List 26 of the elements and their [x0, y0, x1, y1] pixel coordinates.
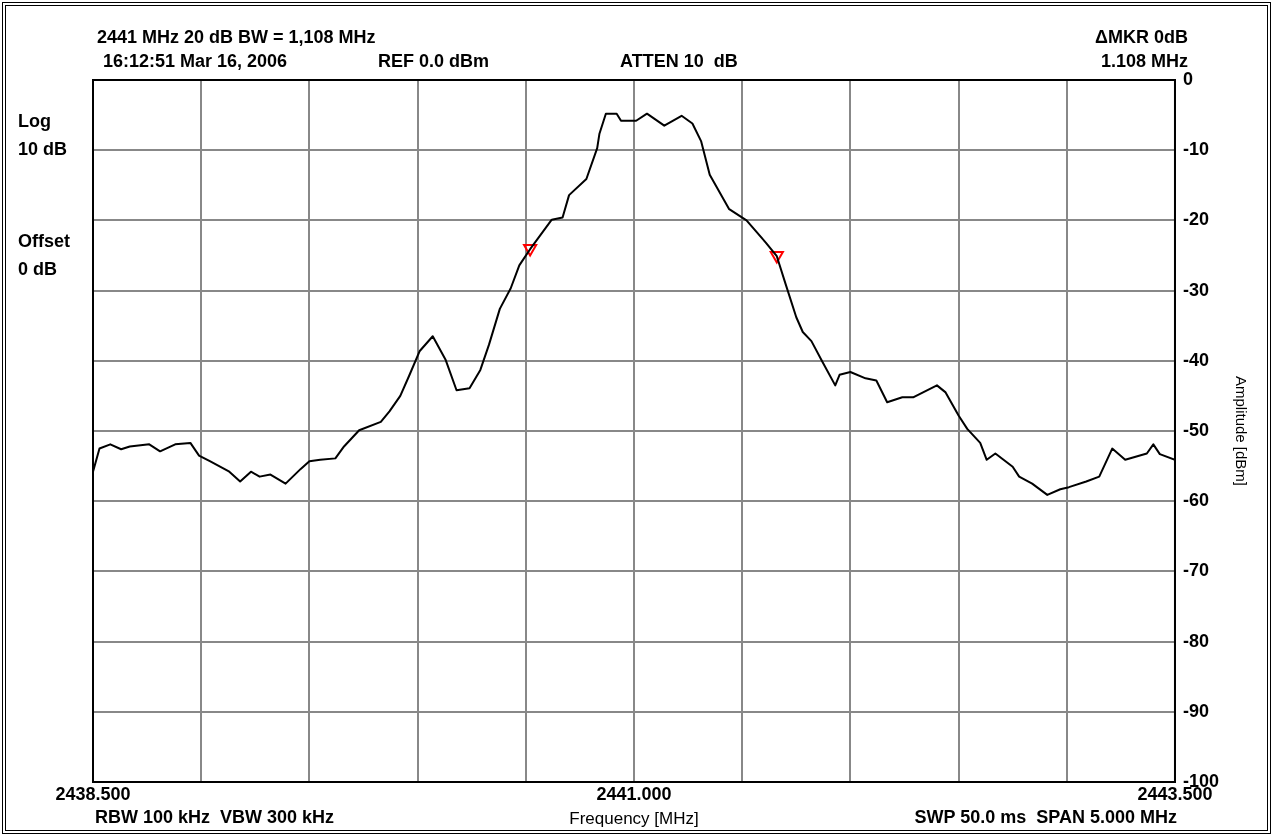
y-tick-label: -10: [1182, 139, 1209, 160]
y-tick-label: -50: [1182, 419, 1209, 440]
text: ATTEN 10 dB: [620, 50, 738, 71]
x-tick-label: 2441.000: [596, 783, 672, 804]
chart-title: 2441 MHz 20 dB BW = 1,108 MHz: [97, 26, 376, 47]
y-tick-label: -60: [1182, 490, 1209, 511]
text: 1.108 MHz: [1100, 50, 1188, 71]
text: RBW 100 kHz VBW 300 kHz: [95, 806, 335, 827]
text: REF 0.0 dBm: [378, 50, 490, 71]
text: Log: [18, 110, 51, 131]
text: Offset: [18, 230, 71, 251]
text: SWP 50.0 ms SPAN 5.000 MHz: [914, 806, 1177, 827]
y-tick-label: -40: [1182, 349, 1209, 370]
text: 0 dB: [18, 258, 58, 279]
text: 16:12:51 Mar 16, 2006: [103, 50, 288, 71]
y-tick-label: -30: [1182, 279, 1209, 300]
x-tick-label: 2438.500: [55, 783, 131, 804]
x-axis-title: Frequency [MHz]: [569, 809, 699, 829]
y-tick-label: 0: [1182, 68, 1193, 89]
y-tick-label: -70: [1182, 560, 1209, 581]
text: 10 dB: [18, 138, 68, 159]
text: ΔMKR 0dB: [1095, 26, 1188, 47]
y-tick-label: -80: [1182, 630, 1209, 651]
y-tick-label: -90: [1182, 700, 1209, 721]
y-tick-label: -20: [1182, 209, 1209, 230]
y-axis-title: Amplitude [dBm]: [1232, 375, 1250, 487]
